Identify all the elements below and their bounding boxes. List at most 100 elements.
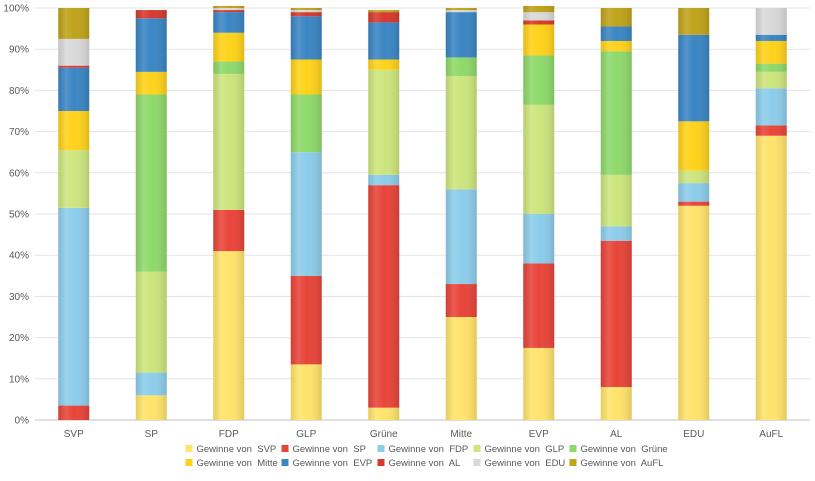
legend-item[interactable]: Gewinne von AL xyxy=(377,458,461,469)
bar-segment-shade xyxy=(445,12,477,58)
bar-segment-shade xyxy=(523,5,555,13)
bar-segment-shade xyxy=(368,22,400,60)
bar-segment-shade xyxy=(135,18,167,72)
bar-segment-shade xyxy=(600,26,632,41)
y-tick-label: 30% xyxy=(9,292,29,303)
bar-stack-0 xyxy=(58,8,90,420)
legend[interactable]: Gewinne von SVP Gewinne von SP Gewinne von… xyxy=(185,444,668,469)
bar-segment-shade xyxy=(600,174,632,227)
bar-segment-shade xyxy=(678,8,710,35)
legend-item[interactable]: Gewinne von EVP xyxy=(281,458,373,469)
bar-segment-shade xyxy=(135,271,167,373)
bar-segment-shade xyxy=(523,24,555,56)
bar-segment-shade xyxy=(368,10,400,13)
y-tick-label: 70% xyxy=(9,127,29,138)
bar-segment-shade xyxy=(523,55,555,105)
bar-segment-shade xyxy=(600,51,632,175)
legend-item[interactable]: Gewinne von SVP xyxy=(185,444,277,455)
bar-segment-shade xyxy=(213,251,245,420)
bar-segment-shade xyxy=(368,407,400,420)
x-tick-label: FDP xyxy=(219,429,239,440)
bar-segment-shade xyxy=(58,67,90,111)
x-axis: SVP SP FDP GLP Grüne Mitte EVP AL EDU AuFL xyxy=(64,429,784,440)
bar-segment-shade xyxy=(213,12,245,33)
legend-label: Gewinne von AuFL xyxy=(581,458,664,469)
legend-swatch xyxy=(377,459,385,466)
x-tick-label: EVP xyxy=(529,429,549,440)
bar-stack-3 xyxy=(290,8,322,420)
bar-segment-shade xyxy=(600,226,632,241)
bar-segment-shade xyxy=(368,185,400,408)
legend-label: Gewinne von GLP xyxy=(485,444,565,455)
bar-segment-shade xyxy=(600,40,632,52)
y-tick-label: 50% xyxy=(9,210,29,221)
bar-segment-shade xyxy=(213,32,245,62)
bar-segment-shade xyxy=(213,10,245,13)
legend-item[interactable]: Gewinne von EDU xyxy=(473,458,566,469)
x-tick-label: SP xyxy=(145,429,159,440)
x-tick-label: AL xyxy=(610,429,623,440)
legend-label: Gewinne von Grüne xyxy=(581,444,668,455)
bar-segment-shade xyxy=(523,104,555,214)
bars xyxy=(58,5,787,420)
bar-segment-shade xyxy=(58,207,90,406)
legend-label: Gewinne von Mitte xyxy=(197,458,278,469)
bar-stack-7 xyxy=(600,8,632,420)
legend-swatch xyxy=(185,445,193,452)
bar-segment-shade xyxy=(755,8,787,35)
bar-segment-shade xyxy=(58,150,90,208)
bar-segment-shade xyxy=(58,405,90,420)
y-tick-label: 60% xyxy=(9,168,29,179)
legend-label: Gewinne von SP xyxy=(293,444,366,455)
legend-label: Gewinne von EVP xyxy=(293,458,373,469)
bar-segment-shade xyxy=(755,63,787,72)
legend-item[interactable]: Gewinne von GLP xyxy=(473,444,565,455)
legend-swatch xyxy=(281,445,289,452)
bar-segment-shade xyxy=(290,10,322,13)
bar-segment-shade xyxy=(213,5,245,8)
legend-swatch xyxy=(473,445,481,452)
x-tick-label: AuFL xyxy=(759,429,783,440)
legend-item[interactable]: Gewinne von AuFL xyxy=(569,458,664,469)
bar-segment-shade xyxy=(368,69,400,175)
bar-segment-shade xyxy=(368,174,400,186)
y-tick-label: 20% xyxy=(9,333,29,344)
bar-segment-shade xyxy=(523,12,555,21)
bar-segment-shade xyxy=(135,10,167,19)
bar-segment-shade xyxy=(600,8,632,27)
legend-item[interactable]: Gewinne von FDP xyxy=(377,444,469,455)
legend-label: Gewinne von FDP xyxy=(389,444,469,455)
bar-segment-shade xyxy=(600,240,632,388)
bar-segment-shade xyxy=(213,209,245,252)
bar-segment-shade xyxy=(445,284,477,317)
bar-segment-shade xyxy=(58,8,90,39)
legend-item[interactable]: Gewinne von Mitte xyxy=(185,458,278,469)
bar-stack-8 xyxy=(678,8,710,420)
bar-segment-shade xyxy=(290,364,322,420)
legend-swatch xyxy=(281,459,289,466)
bar-segment-shade xyxy=(755,125,787,136)
legend-item[interactable]: Gewinne von SP xyxy=(281,444,366,455)
bar-segment-shade xyxy=(290,12,322,17)
x-tick-label: EDU xyxy=(683,429,704,440)
bar-segment-shade xyxy=(445,75,477,190)
bar-segment-shade xyxy=(213,61,245,74)
bar-segment-shade xyxy=(755,88,787,126)
y-tick-label: 80% xyxy=(9,86,29,97)
bar-segment-shade xyxy=(755,40,787,64)
legend-swatch xyxy=(473,459,481,466)
legend-swatch xyxy=(377,445,385,452)
legend-swatch xyxy=(185,459,193,466)
bar-segment-shade xyxy=(290,16,322,60)
legend-swatch xyxy=(569,459,577,466)
legend-label: Gewinne von AL xyxy=(389,458,461,469)
bar-stack-6 xyxy=(523,5,555,420)
bar-segment-shade xyxy=(445,189,477,285)
bar-segment-shade xyxy=(58,38,90,66)
bar-segment-shade xyxy=(58,111,90,151)
y-tick-label: 10% xyxy=(9,374,29,385)
bar-segment-shade xyxy=(58,65,90,68)
bar-segment-shade xyxy=(445,317,477,420)
legend-item[interactable]: Gewinne von Grüne xyxy=(569,444,668,455)
